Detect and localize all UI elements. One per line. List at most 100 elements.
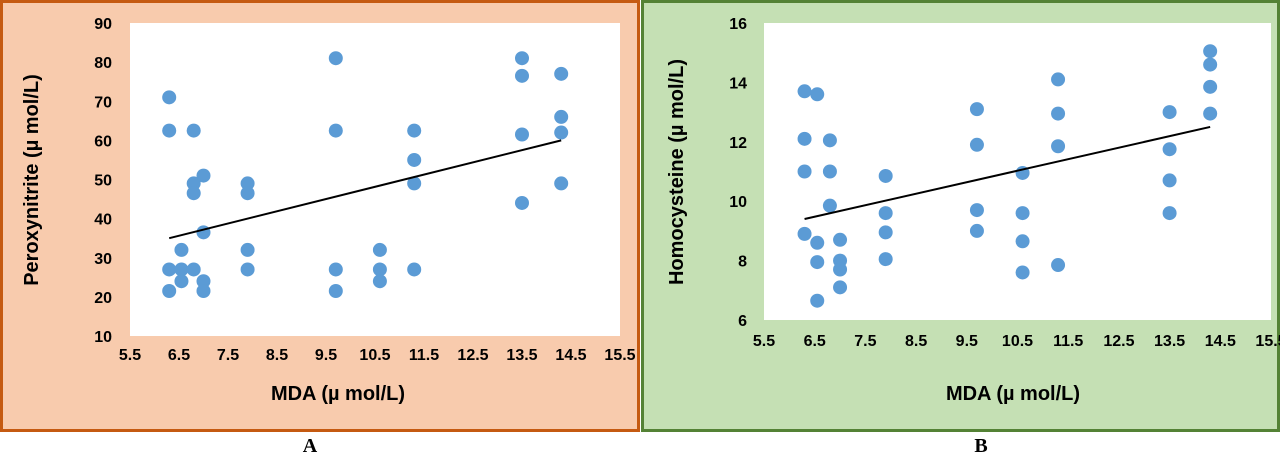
y-tick-label: 16: [729, 16, 747, 33]
panel-label-a: A: [302, 435, 318, 457]
x-tick-label: 13.5: [1154, 333, 1185, 350]
x-tick-label: 8.5: [266, 347, 288, 364]
x-axis-label: MDA (µ mol/L): [946, 383, 1080, 405]
x-tick-label: 11.5: [409, 347, 439, 364]
y-tick-label: 10: [94, 329, 112, 346]
data-point: [969, 102, 984, 117]
data-point: [878, 168, 893, 183]
data-point: [515, 127, 529, 142]
data-point: [515, 51, 529, 66]
data-point: [1015, 265, 1030, 280]
data-point: [878, 252, 893, 267]
y-tick-label: 10: [729, 194, 747, 211]
data-point: [196, 274, 211, 289]
y-tick-label: 12: [729, 135, 747, 152]
data-point: [822, 164, 837, 179]
data-point: [240, 262, 255, 277]
y-tick-label: 20: [94, 290, 112, 307]
data-point: [186, 262, 201, 277]
data-point: [554, 66, 569, 81]
y-axis-label: Homocysteine (µ mol/L): [666, 59, 688, 285]
y-tick-label: 30: [94, 251, 112, 268]
x-tick-label: 15.5: [604, 347, 635, 364]
x-tick-label: 9.5: [956, 333, 978, 350]
data-point: [162, 123, 177, 138]
data-point: [186, 186, 201, 201]
x-tick-label: 9.5: [315, 347, 337, 364]
x-tick-label: 12.5: [1103, 333, 1134, 350]
data-point: [833, 262, 848, 277]
y-tick-label: 90: [94, 16, 112, 33]
data-point: [1203, 79, 1218, 94]
data-point: [878, 225, 893, 240]
panel-label-b: B: [974, 435, 988, 457]
data-point: [372, 262, 387, 277]
data-point: [969, 203, 984, 218]
data-point: [174, 274, 189, 289]
data-point: [328, 284, 343, 299]
data-point: [1162, 173, 1177, 188]
data-point: [822, 133, 837, 148]
data-point: [554, 109, 569, 124]
data-point: [174, 242, 189, 257]
data-point: [407, 152, 422, 167]
x-axis-label: MDA (µ mol/L): [271, 383, 405, 405]
y-tick-label: 8: [738, 254, 747, 271]
x-tick-label: 12.5: [457, 347, 488, 364]
data-point: [162, 90, 177, 105]
data-point: [1162, 206, 1177, 221]
data-point: [1203, 106, 1218, 121]
data-point: [162, 262, 177, 277]
scatter-chart-b: 6 8 10 12 14 16 5.5 6.5 7.5 8.5 9.5 10.5 11.5 12.5 13.…: [641, 0, 1280, 432]
data-point: [969, 137, 984, 152]
data-point: [1203, 44, 1218, 59]
data-point: [407, 176, 422, 191]
data-point: [797, 164, 812, 179]
data-point: [1051, 72, 1066, 87]
data-point: [810, 255, 825, 270]
data-point: [810, 293, 825, 308]
data-point: [1203, 57, 1218, 72]
x-tick-label: 6.5: [168, 347, 190, 364]
data-point: [328, 262, 343, 277]
y-tick-label: 40: [94, 212, 112, 229]
data-point: [1015, 206, 1030, 221]
x-tick-label: 14.5: [1205, 333, 1236, 350]
data-point: [328, 123, 343, 138]
trend-line: [804, 125, 1211, 220]
data-point: [515, 195, 529, 210]
y-tick-label: 50: [94, 173, 112, 190]
data-point: [196, 284, 211, 299]
data-point: [407, 123, 422, 138]
data-point: [810, 87, 825, 102]
y-tick-label: 6: [738, 313, 747, 330]
data-point: [878, 206, 893, 221]
x-tick-label: 11.5: [1053, 333, 1083, 350]
data-point: [186, 176, 201, 191]
data-point: [1051, 258, 1066, 273]
data-point: [240, 242, 255, 257]
data-point: [1051, 139, 1066, 154]
x-tick-label: 15.5: [1255, 333, 1280, 350]
data-point: [1015, 234, 1030, 249]
data-point: [162, 284, 177, 299]
scatter-chart-a: 10 20 30 40 50 60 70 80 90 5.5 6.5 7.5 8.5 9.5 10.5 11.…: [0, 0, 640, 432]
data-point: [372, 274, 387, 289]
data-point: [833, 232, 848, 247]
x-tick-label: 10.5: [359, 347, 390, 364]
y-tick-label: 60: [94, 133, 112, 150]
x-tick-label: 5.5: [119, 347, 141, 364]
y-axis-label: Peroxynitrite (µ mol/L): [21, 74, 43, 286]
chart-panel-a: 10 20 30 40 50 60 70 80 90 5.5 6.5 7.5 8.5 9.5 10.5 11.…: [0, 0, 640, 432]
x-tick-label: 13.5: [506, 347, 537, 364]
data-point: [822, 198, 837, 213]
data-point: [969, 223, 984, 238]
data-point: [196, 168, 211, 183]
x-tick-label: 6.5: [804, 333, 826, 350]
data-point: [372, 242, 387, 257]
y-tick-label: 14: [729, 75, 747, 92]
x-tick-label: 7.5: [854, 333, 876, 350]
data-point: [797, 226, 812, 241]
data-point: [186, 123, 201, 138]
data-point: [240, 176, 255, 191]
